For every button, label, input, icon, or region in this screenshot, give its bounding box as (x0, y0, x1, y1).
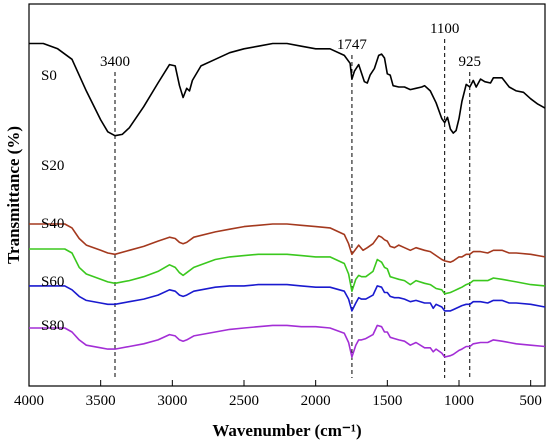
annotation-label: 1100 (430, 21, 459, 37)
series-line-s80 (29, 324, 546, 358)
x-axis-ticks: 4000 3500 3000 2500 2000 1500 1000 500 (14, 380, 542, 409)
x-tick-label: 3500 (86, 393, 116, 409)
annotation-label: 3400 (100, 54, 130, 70)
series-label-s20: S20 (41, 158, 64, 174)
series-label-s60: S60 (41, 274, 64, 290)
x-axis-title: Wavenumber (cm⁻¹) (212, 421, 361, 440)
x-tick-label: 2000 (301, 393, 331, 409)
series-label-s0: S0 (41, 68, 57, 84)
x-tick-label: 1000 (444, 393, 474, 409)
series-line-s60 (29, 283, 546, 312)
series-line-s40 (29, 248, 546, 295)
series-label-s40: S40 (41, 216, 64, 232)
annotation-layer: 3400 1747 1100 925 (100, 21, 481, 378)
x-tick-label: 2500 (229, 393, 259, 409)
series-line-s20 (29, 223, 546, 264)
x-tick-label: 500 (519, 393, 542, 409)
x-tick-label: 4000 (14, 393, 44, 409)
series-label-s80: S80 (41, 318, 64, 334)
y-axis-title: Transmittance (%) (4, 126, 23, 264)
series-layer (29, 42, 546, 358)
plot-frame (28, 3, 546, 387)
series-label-layer: S0 S20 S40 S60 S80 (41, 68, 64, 334)
x-tick-label: 3000 (157, 393, 187, 409)
annotation-label: 925 (459, 54, 482, 70)
series-line-s0 (29, 42, 546, 137)
x-tick-label: 1500 (372, 393, 402, 409)
annotation-label: 1747 (337, 37, 368, 53)
